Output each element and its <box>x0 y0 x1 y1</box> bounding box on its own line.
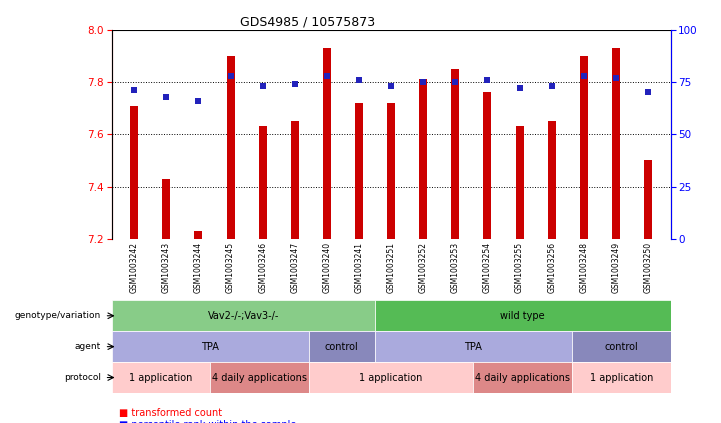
Bar <box>162 179 170 239</box>
Text: 1 application: 1 application <box>360 373 423 382</box>
Bar <box>226 56 234 239</box>
Text: TPA: TPA <box>201 342 219 352</box>
Text: GSM1003247: GSM1003247 <box>291 242 299 293</box>
Bar <box>516 126 523 239</box>
Text: 1 application: 1 application <box>129 373 193 382</box>
Point <box>289 81 301 88</box>
Bar <box>323 48 331 239</box>
Text: GSM1003250: GSM1003250 <box>644 242 653 293</box>
Bar <box>572 331 671 362</box>
Point <box>161 93 172 100</box>
Bar <box>644 160 652 239</box>
Point <box>610 74 622 81</box>
Title: GDS4985 / 10575873: GDS4985 / 10575873 <box>240 16 375 28</box>
Text: control: control <box>325 342 359 352</box>
Bar <box>451 69 459 239</box>
Point <box>482 77 493 83</box>
Bar <box>195 231 203 239</box>
Text: GSM1003251: GSM1003251 <box>386 242 396 293</box>
Text: GSM1003240: GSM1003240 <box>322 242 332 293</box>
Point <box>578 72 590 79</box>
Bar <box>612 48 620 239</box>
Text: GSM1003249: GSM1003249 <box>611 242 621 293</box>
Bar <box>580 56 588 239</box>
Text: GSM1003253: GSM1003253 <box>451 242 460 293</box>
Bar <box>112 362 211 393</box>
Bar <box>112 331 309 362</box>
Point <box>642 89 654 96</box>
Text: 4 daily applications: 4 daily applications <box>475 373 570 382</box>
Point <box>450 79 461 85</box>
Bar <box>375 331 572 362</box>
Point <box>128 87 140 94</box>
Text: GSM1003256: GSM1003256 <box>547 242 556 293</box>
Text: GSM1003241: GSM1003241 <box>355 242 363 293</box>
Bar <box>309 331 375 362</box>
Text: GSM1003244: GSM1003244 <box>194 242 203 293</box>
Text: GSM1003252: GSM1003252 <box>419 242 428 293</box>
Bar <box>355 103 363 239</box>
Text: GSM1003246: GSM1003246 <box>258 242 267 293</box>
Bar <box>131 105 138 239</box>
Point <box>386 83 397 90</box>
Text: Vav2-/-;Vav3-/-: Vav2-/-;Vav3-/- <box>208 311 279 321</box>
Point <box>514 85 526 92</box>
Point <box>321 72 332 79</box>
Bar <box>259 126 267 239</box>
Point <box>193 97 204 104</box>
Bar <box>211 362 309 393</box>
Text: wild type: wild type <box>500 311 545 321</box>
Bar <box>291 121 298 239</box>
Text: ■ transformed count: ■ transformed count <box>119 408 222 418</box>
Text: control: control <box>604 342 638 352</box>
Text: GSM1003248: GSM1003248 <box>580 242 588 293</box>
Text: GSM1003242: GSM1003242 <box>130 242 138 293</box>
Point <box>257 83 268 90</box>
Bar <box>419 80 428 239</box>
Text: TPA: TPA <box>464 342 482 352</box>
Text: GSM1003254: GSM1003254 <box>483 242 492 293</box>
Bar <box>375 300 671 331</box>
Text: 4 daily applications: 4 daily applications <box>212 373 307 382</box>
Bar <box>112 300 375 331</box>
Text: protocol: protocol <box>64 373 101 382</box>
Bar <box>572 362 671 393</box>
Text: ■ percentile rank within the sample: ■ percentile rank within the sample <box>119 420 296 423</box>
Text: 1 application: 1 application <box>590 373 653 382</box>
Bar <box>309 362 473 393</box>
Text: GSM1003243: GSM1003243 <box>162 242 171 293</box>
Point <box>417 79 429 85</box>
Text: agent: agent <box>75 342 101 351</box>
Text: GSM1003245: GSM1003245 <box>226 242 235 293</box>
Point <box>225 72 236 79</box>
Bar <box>473 362 572 393</box>
Bar <box>548 121 556 239</box>
Point <box>546 83 557 90</box>
Bar <box>484 93 492 239</box>
Text: genotype/variation: genotype/variation <box>14 311 101 320</box>
Bar <box>387 103 395 239</box>
Text: GSM1003255: GSM1003255 <box>515 242 524 293</box>
Point <box>353 77 365 83</box>
